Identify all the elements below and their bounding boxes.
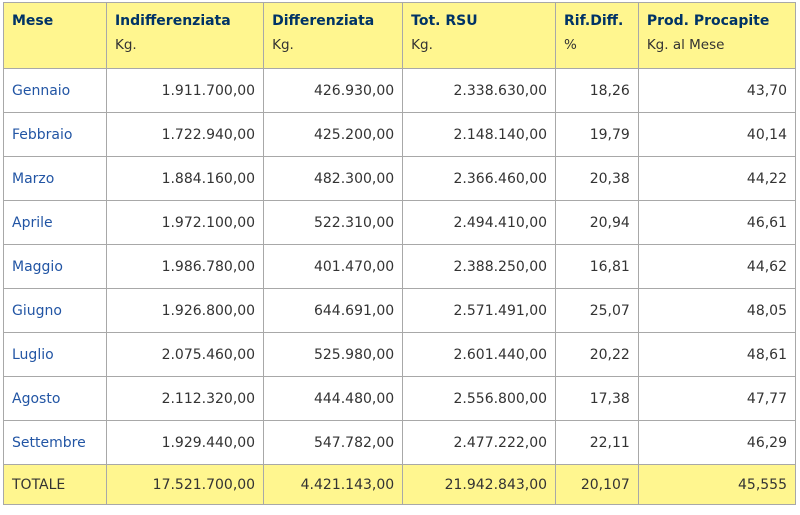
differenziata-cell: 522.310,00 (263, 200, 404, 245)
totals-tot-rsu: 21.942.843,00 (402, 464, 557, 505)
totals-rif-diff: 20,107 (555, 464, 639, 505)
tot-rsu-cell: 2.388.250,00 (402, 244, 557, 289)
table-footer: TOTALE 17.521.700,00 4.421.143,00 21.942… (3, 464, 797, 505)
tot-rsu-cell: 2.366.460,00 (402, 156, 557, 201)
prod-procapite-cell: 46,61 (637, 200, 797, 245)
header-title: Mese (12, 13, 54, 29)
rif-diff-cell: 18,26 (555, 68, 639, 113)
totals-row: TOTALE 17.521.700,00 4.421.143,00 21.942… (3, 464, 797, 505)
indifferenziata-cell: 1.884.160,00 (105, 156, 265, 201)
header-title: Differenziata (272, 13, 375, 29)
prod-procapite-cell: 44,22 (637, 156, 797, 201)
differenziata-cell: 444.480,00 (263, 376, 404, 421)
totals-prod-procapite: 45,555 (637, 464, 797, 505)
rif-diff-cell: 20,94 (555, 200, 639, 245)
header-title: Prod. Procapite (646, 13, 770, 29)
prod-procapite-cell: 48,61 (637, 332, 797, 377)
indifferenziata-cell: 1.926.800,00 (105, 288, 265, 333)
differenziata-cell: 525.980,00 (263, 332, 404, 377)
differenziata-cell: 401.470,00 (263, 244, 404, 289)
month-cell[interactable]: Febbraio (3, 112, 107, 157)
header-unit: Kg. (272, 37, 294, 53)
totals-indifferenziata: 17.521.700,00 (105, 464, 265, 505)
month-cell[interactable]: Maggio (3, 244, 107, 289)
month-cell[interactable]: Aprile (3, 200, 107, 245)
totals-differenziata: 4.421.143,00 (263, 464, 404, 505)
table-header: Mese Indifferenziata Kg. Differenziata Kg.… (3, 2, 797, 69)
table-row: Giugno 1.926.800,00 644.691,00 2.571.491,00… (3, 288, 797, 333)
month-cell[interactable]: Settembre (3, 420, 107, 465)
differenziata-cell: 482.300,00 (263, 156, 404, 201)
rif-diff-cell: 22,11 (555, 420, 639, 465)
prod-procapite-cell: 44,62 (637, 244, 797, 289)
prod-procapite-cell: 40,14 (637, 112, 797, 157)
header-unit: Kg. (114, 37, 137, 53)
table-row: Agosto 2.112.320,00 444.480,00 2.556.800,00… (3, 376, 797, 421)
table-row: Maggio 1.986.780,00 401.470,00 2.388.250,00… (3, 244, 797, 289)
table-row: Settembre 1.929.440,00 547.782,00 2.477.222… (3, 420, 797, 465)
header-tot-rsu: Tot. RSU Kg. (402, 2, 557, 69)
prod-procapite-cell: 47,77 (637, 376, 797, 421)
prod-procapite-cell: 46,29 (637, 420, 797, 465)
rif-diff-cell: 20,38 (555, 156, 639, 201)
header-rif-diff: Rif.Diff.% (555, 2, 639, 69)
tot-rsu-cell: 2.338.630,00 (402, 68, 557, 113)
header-prod-procapite: Prod. Procapite Kg. al Mese (637, 2, 797, 69)
header-mese: Mese (3, 2, 107, 69)
table-row: Febbraio 1.722.940,00 425.200,00 2.148.140,… (3, 112, 797, 157)
month-cell[interactable]: Agosto (3, 376, 107, 421)
indifferenziata-cell: 2.112.320,00 (105, 376, 265, 421)
month-cell[interactable]: Marzo (3, 156, 107, 201)
header-title: Indifferenziata (114, 13, 231, 29)
tot-rsu-cell: 2.556.800,00 (402, 376, 557, 421)
table-row: Gennaio 1.911.700,00 426.930,00 2.338.630,0… (3, 68, 797, 113)
rif-diff-cell: 25,07 (555, 288, 639, 333)
month-cell[interactable]: Giugno (3, 288, 107, 333)
tot-rsu-cell: 2.494.410,00 (402, 200, 557, 245)
indifferenziata-cell: 1.911.700,00 (105, 68, 265, 113)
differenziata-cell: 426.930,00 (263, 68, 404, 113)
table-body: Gennaio 1.911.700,00 426.930,00 2.338.630,0… (3, 68, 797, 465)
rif-diff-cell: 19,79 (555, 112, 639, 157)
differenziata-cell: 644.691,00 (263, 288, 404, 333)
rif-diff-cell: 20,22 (555, 332, 639, 377)
tot-rsu-cell: 2.571.491,00 (402, 288, 557, 333)
table-row: Aprile 1.972.100,00 522.310,00 2.494.410,00… (3, 200, 797, 245)
prod-procapite-cell: 43,70 (637, 68, 797, 113)
header-unit: % (564, 37, 577, 53)
table-row: Marzo 1.884.160,00 482.300,00 2.366.460,00 2… (3, 156, 797, 201)
indifferenziata-cell: 1.972.100,00 (105, 200, 265, 245)
table-row: Luglio 2.075.460,00 525.980,00 2.601.440,00… (3, 332, 797, 377)
header-unit: Kg. (411, 37, 433, 53)
header-indifferenziata: Indifferenziata Kg. (105, 2, 265, 69)
indifferenziata-cell: 1.722.940,00 (105, 112, 265, 157)
rif-diff-cell: 16,81 (555, 244, 639, 289)
indifferenziata-cell: 1.986.780,00 (105, 244, 265, 289)
header-unit: Kg. al Mese (646, 37, 725, 53)
differenziata-cell: 425.200,00 (263, 112, 404, 157)
header-title: Tot. RSU (411, 13, 478, 29)
tot-rsu-cell: 2.601.440,00 (402, 332, 557, 377)
tot-rsu-cell: 2.148.140,00 (402, 112, 557, 157)
differenziata-cell: 547.782,00 (263, 420, 404, 465)
prod-procapite-cell: 48,05 (637, 288, 797, 333)
header-differenziata: Differenziata Kg. (263, 2, 404, 69)
month-cell[interactable]: Luglio (3, 332, 107, 377)
header-row: Mese Indifferenziata Kg. Differenziata Kg.… (3, 2, 797, 69)
tot-rsu-cell: 2.477.222,00 (402, 420, 557, 465)
indifferenziata-cell: 2.075.460,00 (105, 332, 265, 377)
totals-label: TOTALE (3, 464, 107, 505)
rsu-monthly-table: Mese Indifferenziata Kg. Differenziata Kg.… (3, 2, 797, 505)
indifferenziata-cell: 1.929.440,00 (105, 420, 265, 465)
month-cell[interactable]: Gennaio (3, 68, 107, 113)
rif-diff-cell: 17,38 (555, 376, 639, 421)
header-title: Rif.Diff. (564, 13, 624, 29)
